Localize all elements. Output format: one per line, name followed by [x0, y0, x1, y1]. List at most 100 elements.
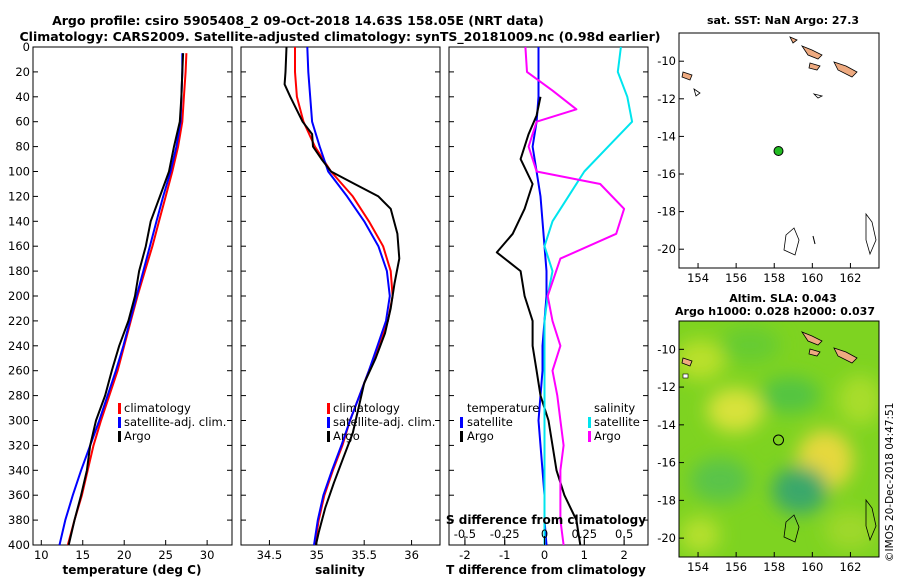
legend-swatch-s-argo: [588, 431, 591, 442]
x-tick-label: 10: [34, 548, 49, 562]
map-x-tick-label: 158: [763, 271, 785, 285]
y-tick-label: 360: [8, 488, 30, 502]
sla-anomaly: [760, 377, 820, 413]
legend-label-s-satellite: satellite: [594, 415, 640, 429]
legend-label-argo: Argo: [333, 429, 360, 443]
map-x-tick-label: 154: [687, 560, 709, 574]
sla-map-subtitle: Argo h1000: 0.028 h2000: 0.037: [675, 305, 875, 318]
legend-label-climatology: climatology: [124, 401, 191, 415]
legend-swatch-climatology: [118, 403, 121, 414]
map-y-tick-label: -20: [657, 531, 676, 545]
map-y-tick-label: -18: [657, 493, 676, 507]
x-tick-label: 25: [158, 548, 173, 562]
salinity-plot-frame: [241, 47, 440, 545]
map-y-tick-label: -14: [657, 418, 676, 432]
y-tick-label: 380: [8, 513, 30, 527]
legend-label-t-argo: Argo: [467, 429, 494, 443]
temperature-plot-frame: [33, 47, 232, 545]
legend-swatch-satellite: [118, 417, 121, 428]
legend-swatch-argo: [118, 431, 121, 442]
map-x-tick-label: 154: [687, 271, 709, 285]
legend-title-temperature: temperature: [467, 401, 539, 415]
map-y-tick-label: -12: [657, 380, 676, 394]
y-tick-label: 20: [15, 65, 30, 79]
map-x-tick-label: 162: [839, 560, 861, 574]
y-tick-label: 300: [8, 414, 30, 428]
s-difference-xlabel: S difference from climatology: [446, 513, 646, 527]
x-tick-label: 15: [75, 548, 90, 562]
y-tick-label: 140: [8, 214, 30, 228]
map-y-tick-label: -18: [657, 205, 676, 219]
sla-anomaly: [720, 327, 780, 363]
x-tick-label: 35: [309, 548, 324, 562]
argo-position-marker: [774, 147, 783, 156]
y-tick-label: 240: [8, 339, 30, 353]
sla-heatmap: [675, 321, 882, 557]
legend-label-t-satellite: satellite: [467, 415, 513, 429]
x-tick-label: 34.5: [257, 548, 283, 562]
x-tick-label: 35.5: [351, 548, 377, 562]
salinity-xlabel: salinity: [315, 563, 365, 577]
x-tick-label: 1: [581, 548, 588, 562]
y-tick-label: 160: [8, 239, 30, 253]
salinity-panel: 34.5 35 35.5 36 salinity climatology satell…: [241, 47, 440, 577]
y-tick-label: 100: [8, 165, 30, 179]
x-tick-label: 20: [117, 548, 132, 562]
temperature-panel: 10 15 20 25 30020406080100120140160180200220…: [8, 40, 232, 577]
sla-anomaly: [707, 388, 763, 432]
x-tick-label: 0: [541, 548, 548, 562]
map-y-tick-label: -14: [657, 129, 676, 143]
map-x-tick-label: 158: [763, 560, 785, 574]
legend-label-argo: Argo: [124, 429, 151, 443]
map-x-tick-label: 156: [725, 560, 747, 574]
sla-map-panel: Altim. SLA: 0.043 Argo h1000: 0.028 h200…: [657, 292, 882, 574]
sla-map-title: Altim. SLA: 0.043: [729, 292, 836, 305]
map-y-tick-label: -16: [657, 167, 676, 181]
s-tick-label: -0.5: [454, 527, 476, 541]
map-y-tick-label: -20: [657, 242, 676, 256]
legend-swatch-s-satellite: [588, 417, 591, 428]
y-tick-label: 260: [8, 364, 30, 378]
y-tick-label: 320: [8, 438, 30, 452]
imos-watermark: ©IMOS 20-Dec-2018 04:47:51: [884, 403, 896, 562]
legend-label-s-argo: Argo: [594, 429, 621, 443]
figure-title-line1: Argo profile: csiro 5905408_2 09-Oct-201…: [52, 13, 544, 29]
sla-anomaly: [690, 458, 750, 502]
map-x-tick-label: 156: [725, 271, 747, 285]
map-y-tick-label: -10: [657, 342, 676, 356]
map-y-tick-label: -12: [657, 92, 676, 106]
t-difference-xlabel: T difference from climatology: [446, 563, 646, 577]
y-tick-label: 200: [8, 289, 30, 303]
sla-anomaly: [680, 517, 720, 553]
y-tick-label: 80: [15, 140, 30, 154]
y-tick-label: 340: [8, 463, 30, 477]
x-tick-label: 2: [620, 548, 627, 562]
s-tick-label: 0: [541, 527, 548, 541]
legend-swatch-t-argo: [460, 431, 463, 442]
legend-swatch-t-satellite: [460, 417, 463, 428]
map-x-tick-label: 160: [801, 560, 823, 574]
sst-map-panel: sat. SST: NaN Argo: 27.3 154 156 158 160 162…: [657, 14, 879, 285]
map-y-tick-label: -10: [657, 54, 676, 68]
s-tick-label: -0.25: [490, 527, 520, 541]
map-x-tick-label: 162: [839, 271, 861, 285]
y-tick-label: 60: [15, 115, 30, 129]
legend-swatch-satellite: [327, 417, 330, 428]
x-tick-label: -1: [499, 548, 510, 562]
land-island: [683, 374, 688, 378]
legend-label-climatology: climatology: [333, 401, 400, 415]
x-tick-label: -2: [459, 548, 470, 562]
y-tick-label: 280: [8, 389, 30, 403]
difference-panel: -2 -1 0 1 2 -0.5 -0.25 0 0.25 0.5 T difference f…: [446, 47, 648, 577]
s-tick-label: 0.5: [615, 527, 633, 541]
map-y-tick-label: -16: [657, 456, 676, 470]
sst-map-title: sat. SST: NaN Argo: 27.3: [707, 14, 859, 27]
legend-label-satellite: satellite-adj. clim.: [124, 415, 226, 429]
legend-swatch-climatology: [327, 403, 330, 414]
y-tick-label: 400: [8, 538, 30, 552]
figure: Argo profile: csiro 5905408_2 09-Oct-201…: [0, 0, 900, 580]
legend-title-salinity: salinity: [594, 401, 635, 415]
figure-title-line2: Climatology: CARS2009. Satellite-adjuste…: [19, 29, 660, 45]
x-tick-label: 36: [404, 548, 419, 562]
x-tick-label: 30: [200, 548, 215, 562]
